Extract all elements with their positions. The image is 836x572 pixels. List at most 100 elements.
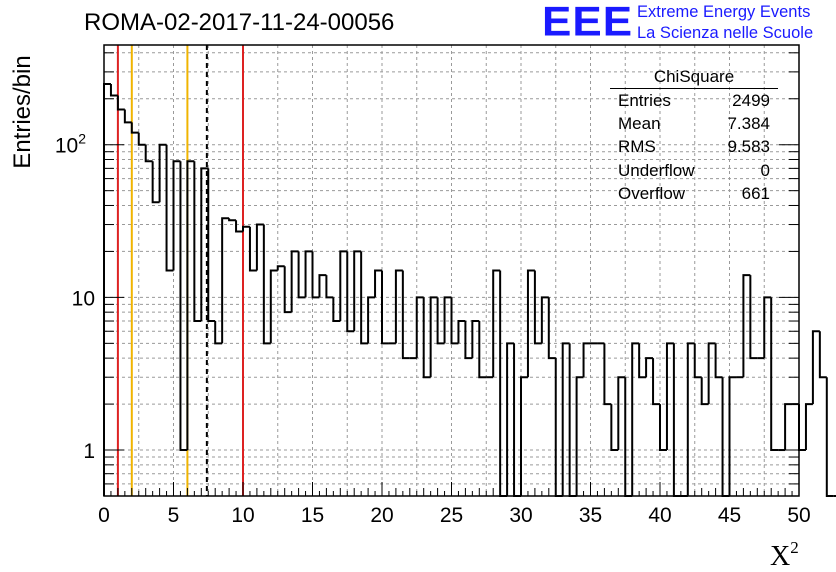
histogram-bin	[262, 224, 271, 345]
histogram-bin	[151, 161, 160, 204]
histogram-bin	[721, 377, 730, 497]
axes: 0 5 10 15 20 25 30 35 40 45 50 1 10 102	[55, 44, 811, 527]
histogram-bin	[547, 297, 556, 360]
histogram-bin	[374, 269, 382, 298]
histogram-bin	[582, 342, 591, 378]
histogram-bin	[707, 342, 716, 405]
stat-label: Mean	[618, 114, 661, 134]
x-tick-label: 15	[301, 504, 324, 527]
histogram-bin	[693, 343, 702, 379]
stat-row-entries: Entries 2499	[610, 89, 778, 112]
histogram-bin	[645, 357, 654, 378]
histogram-bin	[116, 95, 125, 111]
histogram-bin	[554, 358, 563, 497]
histogram-bin	[492, 269, 501, 378]
histogram-bin	[818, 331, 827, 379]
histogram-bin	[276, 265, 285, 271]
histogram-bin	[242, 225, 250, 232]
histogram-bin	[520, 376, 528, 496]
histogram-bin	[742, 274, 751, 378]
stat-row-overflow: Overflow 661	[610, 182, 778, 205]
histogram-bin	[728, 376, 737, 496]
x-tick-label: 45	[718, 504, 741, 527]
x-tick-label: 25	[440, 504, 463, 527]
histogram-bin	[214, 321, 223, 345]
histogram-bin	[526, 269, 535, 378]
x-tick-label: 30	[509, 504, 532, 527]
histogram-bin	[749, 275, 758, 360]
stat-value: 2499	[732, 91, 770, 110]
histogram-bin	[130, 122, 139, 134]
x-tick-label: 10	[231, 504, 254, 527]
histogram-bin	[360, 251, 369, 345]
histogram-bin	[700, 377, 709, 406]
histogram-bin	[172, 160, 181, 271]
histogram-bin	[109, 83, 118, 97]
histogram-bin	[429, 296, 438, 378]
histogram-bin	[311, 251, 320, 299]
histogram-bin	[478, 321, 487, 379]
stat-label: RMS	[618, 137, 656, 157]
histogram-bin	[665, 342, 674, 451]
histogram-bin	[339, 250, 348, 322]
y-tick-label: 1	[83, 440, 95, 463]
histogram-bin	[443, 296, 452, 344]
histogram-bin	[235, 220, 243, 233]
histogram-bin	[513, 343, 521, 497]
histogram-bin	[811, 330, 820, 405]
histogram-bin	[137, 132, 146, 146]
histogram-bin	[165, 144, 174, 272]
histogram-bin	[436, 297, 445, 345]
histogram-bin	[200, 167, 209, 322]
histogram-bin	[533, 270, 542, 345]
histogram-bin	[464, 321, 473, 360]
histogram-bin	[158, 143, 167, 203]
stat-value: 7.384	[727, 114, 770, 134]
histogram-bin	[638, 343, 647, 379]
stats-box: ChiSquare Entries 2499 Mean 7.384 RMS 9.…	[610, 66, 778, 205]
histogram-bin	[568, 343, 577, 497]
stat-row-mean: Mean 7.384	[610, 112, 778, 135]
histogram-bin	[450, 297, 459, 345]
stat-label: Overflow	[618, 183, 686, 203]
histogram-bin	[540, 296, 549, 344]
histogram-bin	[179, 161, 188, 452]
histogram-bin	[763, 296, 772, 359]
histogram-bin	[103, 82, 111, 496]
histogram-bin	[471, 320, 480, 359]
histogram-bin	[770, 297, 779, 452]
histogram-bin	[346, 251, 355, 333]
histogram-bin	[610, 404, 619, 452]
histogram-bin	[617, 376, 626, 451]
stat-value: 661	[741, 183, 770, 203]
stat-label: Underflow	[618, 160, 695, 180]
stats-title: ChiSquare	[610, 66, 778, 89]
x-axis-label: X2	[770, 538, 799, 572]
x-tick-label: 20	[370, 504, 393, 527]
histogram-bin	[186, 160, 195, 451]
histogram-bin	[290, 250, 299, 313]
histogram-bin	[631, 342, 640, 496]
logo-line-2: La Scienza nelle Scuole	[637, 24, 814, 42]
histogram-bin	[297, 251, 306, 299]
histogram-bin	[325, 275, 334, 299]
stat-value: 0	[760, 160, 770, 180]
y-tick-label: 102	[55, 131, 86, 158]
histogram-bin	[804, 403, 813, 451]
histogram-bin	[207, 168, 216, 323]
histogram-bin	[221, 217, 230, 344]
y-tick-label: 10	[72, 287, 95, 310]
histogram-bin	[144, 144, 153, 163]
histogram-bin	[561, 342, 570, 496]
histogram-bin	[248, 226, 257, 272]
histogram-bin	[193, 161, 202, 323]
stat-value: 9.583	[727, 137, 770, 157]
histogram-bin	[798, 404, 806, 452]
stat-row-underflow: Underflow 0	[610, 159, 778, 182]
page-title: ROMA-02-2017-11-24-00056	[84, 9, 395, 36]
logo-line-1: Extreme Energy Events	[637, 3, 811, 21]
histogram-bin	[381, 270, 389, 345]
histogram-bin	[825, 377, 834, 497]
histogram-bin	[784, 403, 793, 451]
